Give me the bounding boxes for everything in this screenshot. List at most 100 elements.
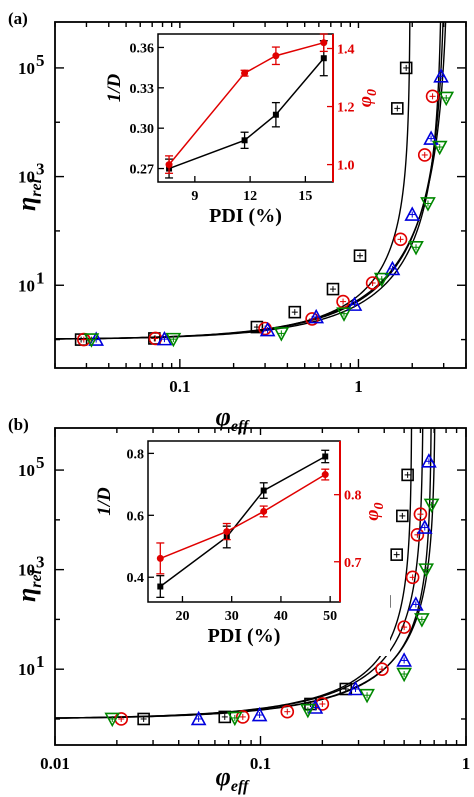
panel-label: (b): [8, 415, 29, 434]
square-marker: [399, 61, 413, 75]
inset-circle-point: [321, 471, 329, 479]
x-axis-title-sub: eff: [231, 418, 250, 435]
square-marker: [391, 102, 404, 115]
inset-x-tick-label: 15: [298, 189, 312, 204]
triangle-down-marker: [414, 613, 430, 628]
inset-plot: 20 30 40 50 0.4 0.6 0.8 0.7 0.8 PDI (%) 1/D φ0: [94, 435, 390, 656]
x-tick-label: 1: [354, 377, 363, 396]
triangle-up-marker: [423, 130, 439, 145]
y-tick-label: 10: [18, 561, 35, 580]
square-marker: [390, 548, 403, 561]
x-axis-title-sub: eff: [231, 778, 250, 795]
circle-marker: [305, 312, 319, 326]
circle-marker: [410, 528, 425, 542]
triangle-down-marker: [418, 563, 435, 578]
x-tick-label: 0.1: [169, 377, 190, 396]
y-tick-label: 10: [18, 168, 35, 187]
triangle-down-marker: [408, 240, 424, 256]
y-tick-label: 10: [18, 276, 35, 295]
inset-right-title-main: φ: [355, 96, 376, 107]
triangle-up-marker: [308, 308, 325, 324]
inset-right-title-sub: 0: [365, 89, 380, 96]
y-tick-exponent: 5: [36, 453, 45, 472]
y-axis-title: ηrel: [12, 569, 45, 602]
series-triangle-up: [190, 453, 437, 726]
triangle-up-marker: [421, 453, 437, 468]
series-circle: [77, 89, 440, 347]
triangle-up-marker: [190, 710, 207, 726]
y-tick-label: 10: [18, 59, 35, 78]
circle-marker: [375, 662, 389, 676]
inset-right-title-main: φ: [362, 509, 383, 520]
triangle-up-marker: [251, 706, 268, 722]
inset-right-tick-label: 1.4: [337, 43, 355, 58]
inset-left-tick-label: 0.36: [130, 41, 155, 56]
square-marker: [250, 320, 264, 334]
square-marker: [396, 509, 409, 523]
circle-marker: [417, 148, 432, 162]
inset-right-title-sub: 0: [372, 502, 387, 509]
triangle-up-marker: [396, 652, 412, 667]
inset-left-tick-label: 0.33: [130, 82, 155, 97]
circle-marker: [235, 710, 250, 724]
y-tick-exponent: 1: [36, 652, 45, 671]
inset-square-point: [157, 583, 164, 590]
inset-plot: 9 12 15 0.27 0.30 0.33 0.36 1.0 1.2 1.4 PDI (%) 1/D…: [104, 28, 383, 236]
inset-left-tick-label: 0.4: [127, 571, 145, 586]
inset-left-tick-label: 0.6: [127, 509, 145, 524]
inset-x-tick-label: 9: [191, 189, 198, 204]
inset-background: [113, 435, 390, 656]
inset-series-left: [156, 449, 330, 599]
triangle-up-marker: [407, 596, 424, 611]
triangle-down-marker: [431, 140, 448, 156]
inset-right-tick-label: 1.0: [337, 159, 355, 174]
y-tick-label: 10: [18, 461, 35, 480]
triangle-down-marker: [438, 91, 455, 107]
inset-left-tick-label: 0.30: [130, 122, 155, 137]
inset-circle-point: [165, 161, 173, 169]
inset-series-right: [156, 468, 330, 575]
plot-frame: [54, 21, 467, 369]
inset-series-line: [168, 41, 324, 166]
square-marker: [288, 305, 302, 319]
y-tick-exponent: 1: [36, 268, 45, 287]
square-marker: [353, 249, 367, 262]
y-tick-label: 10: [18, 660, 35, 679]
inset-circle-point: [260, 507, 268, 515]
inset-square-point: [320, 55, 327, 62]
y-axis-title-main: η: [12, 588, 41, 602]
y-axis-title: ηrel: [12, 178, 45, 211]
x-axis-title: φeff: [216, 762, 250, 795]
inset-right-tick-label: 0.8: [344, 489, 362, 504]
inset-square-point: [241, 137, 248, 144]
inset-right-axis-title: φ0: [355, 89, 380, 107]
inset-circle-point: [156, 554, 164, 562]
inset-left-tick-label: 0.27: [130, 163, 155, 178]
inset-right-tick-label: 1.2: [337, 101, 355, 116]
inset-square-point: [260, 487, 267, 494]
inset-circle-point: [320, 39, 328, 47]
triangle-down-marker: [373, 272, 390, 288]
x-axis-title-main: φ: [216, 762, 231, 791]
inset-circle-point: [272, 52, 280, 60]
triangle-down-marker: [104, 712, 121, 728]
circle-marker: [397, 620, 411, 634]
circle-marker: [405, 570, 420, 585]
inset-x-tick-label: 40: [274, 609, 288, 624]
series-triangle-down: [104, 498, 440, 728]
triangle-up-marker: [259, 321, 276, 337]
square-marker: [137, 712, 150, 726]
circle-marker: [393, 232, 408, 247]
y-axis-title-sub: rel: [28, 178, 45, 196]
circle-marker: [413, 507, 428, 521]
x-tick-label: 0.01: [40, 754, 70, 773]
square-marker: [401, 468, 414, 482]
inset-x-tick-label: 20: [175, 609, 189, 624]
triangle-up-marker: [384, 260, 401, 276]
x-tick-label: 0.1: [250, 754, 271, 773]
triangle-up-marker: [346, 296, 363, 311]
inset-right-axis-title: φ0: [362, 502, 387, 520]
triangle-up-marker: [416, 519, 433, 534]
inset-left-tick-label: 0.8: [127, 447, 145, 462]
